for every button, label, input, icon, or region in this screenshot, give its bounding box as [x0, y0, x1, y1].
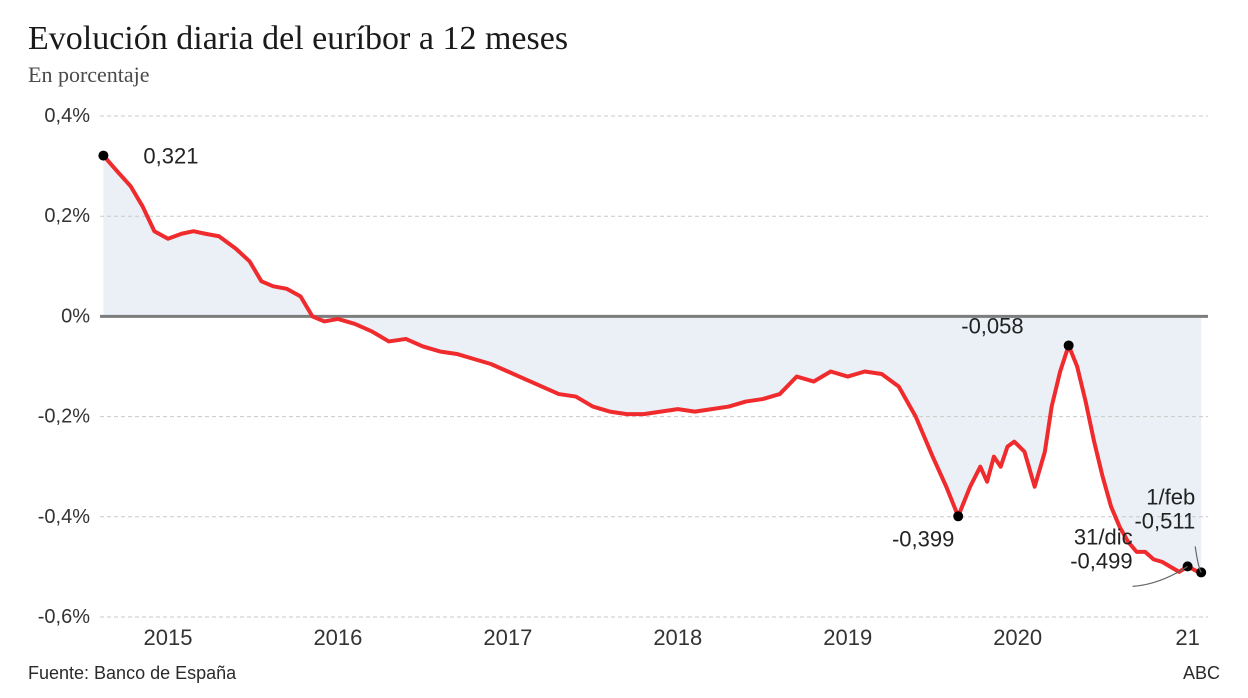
svg-text:2018: 2018 — [653, 625, 702, 650]
chart-plot-area: -0,6% -0,4% -0,2% 0% 0,2% 0,4% 2015 2016 2017 201… — [28, 106, 1220, 655]
svg-text:-0,2%: -0,2% — [38, 406, 90, 428]
svg-text:21: 21 — [1175, 625, 1199, 650]
chart-title: Evolución diaria del euríbor a 12 meses — [28, 20, 1220, 58]
svg-text:-0,058: -0,058 — [961, 313, 1023, 338]
svg-text:-0,4%: -0,4% — [38, 506, 90, 528]
svg-text:2016: 2016 — [313, 625, 362, 650]
source-label: Fuente: Banco de España — [28, 663, 236, 684]
svg-text:2019: 2019 — [823, 625, 872, 650]
svg-text:0,4%: 0,4% — [44, 106, 90, 127]
svg-text:-0,511: -0,511 — [1134, 508, 1195, 533]
svg-text:0,2%: 0,2% — [44, 205, 90, 227]
chart-svg: -0,6% -0,4% -0,2% 0% 0,2% 0,4% 2015 2016 2017 201… — [28, 106, 1220, 655]
svg-text:-0,499: -0,499 — [1070, 548, 1132, 573]
svg-text:2017: 2017 — [483, 625, 532, 650]
svg-text:-0,6%: -0,6% — [38, 606, 90, 628]
chart-subtitle: En porcentaje — [28, 62, 1220, 88]
svg-text:-0,399: -0,399 — [892, 526, 954, 551]
chart-footer: Fuente: Banco de España ABC — [28, 663, 1220, 684]
publisher-label: ABC — [1183, 663, 1220, 684]
svg-text:0%: 0% — [61, 305, 90, 327]
svg-text:0,321: 0,321 — [143, 144, 198, 169]
svg-text:1/feb: 1/feb — [1146, 484, 1195, 509]
svg-text:31/dic: 31/dic — [1074, 524, 1133, 549]
svg-text:2020: 2020 — [993, 625, 1042, 650]
chart-container: Evolución diaria del euríbor a 12 meses … — [0, 0, 1248, 698]
svg-text:2015: 2015 — [143, 625, 192, 650]
